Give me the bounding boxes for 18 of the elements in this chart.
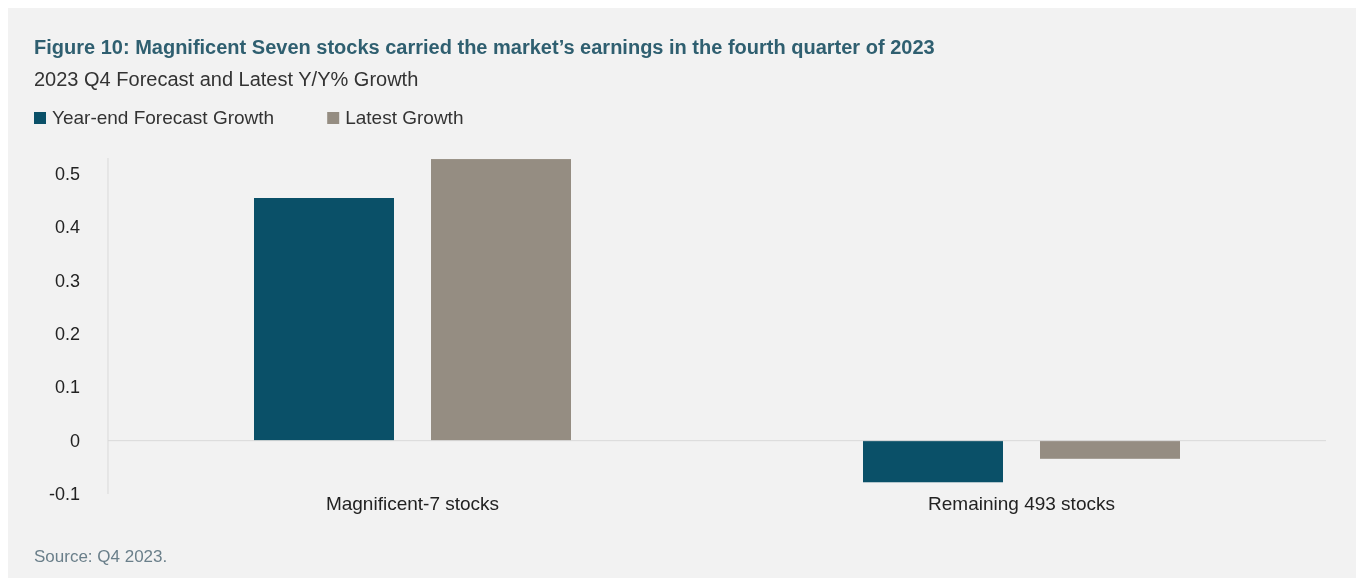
chart-title: Figure 10: Magnificent Seven stocks carried the market’s earnings in the fourth quarter of 2023 [34,36,935,58]
y-tick-label: 0.2 [54,324,80,344]
y-tick-label: 0.1 [54,377,80,398]
bar [254,198,394,441]
x-tick-label: Magnificent-7 stocks [325,493,500,514]
y-tick-label: 0.4 [54,217,80,238]
chart-subtitle: 2023 Q4 Forecast and Latest Y/Y% Growth [34,68,419,90]
legend-label: Latest Growth [345,107,464,128]
legend-label: Year-end Forecast Growth [52,107,275,128]
y-tick-label: 0.5 [54,164,80,184]
source-note: Source: Q4 2023. [34,547,168,566]
bar [1040,440,1180,459]
bar [863,440,1003,483]
y-tick-label: 0 [69,430,80,451]
y-tick-label: 0.3 [54,270,80,291]
bar [431,159,571,441]
x-tick-label: Remaining 493 stocks [928,493,1115,514]
y-tick-label: -0.1 [48,484,80,504]
